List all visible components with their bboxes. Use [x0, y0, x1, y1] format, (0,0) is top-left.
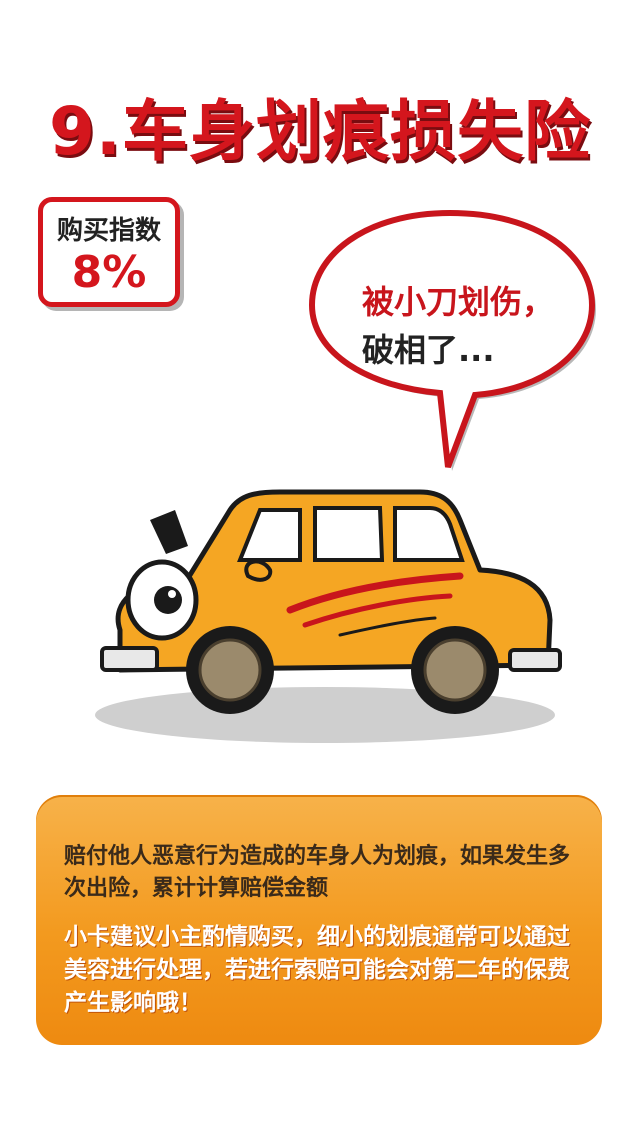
car-pupil — [154, 586, 182, 614]
car-window-middle — [313, 506, 385, 562]
car-hubcap-rear — [423, 638, 487, 702]
page-title: 9.车身划痕损失险 — [49, 93, 591, 170]
speech-bubble-text: 被小刀划伤， 破相了... — [362, 278, 592, 374]
car-eyebrow — [150, 510, 188, 554]
speech-bubble-shape — [308, 209, 596, 469]
scratched-car-illustration — [95, 489, 562, 743]
scratch-mark — [286, 572, 464, 614]
purchase-index-badge: 购买指数 8% — [38, 197, 180, 307]
purchase-index-label: 购买指数 — [56, 216, 161, 246]
insurance-info-card: 赔付他人恶意行为造成的车身人为划痕，如果发生多次出险，累计计算赔偿金额 小卡建议… — [36, 795, 602, 1045]
scratch-mark — [338, 616, 437, 637]
speech-bubble-line2: 破相了... — [362, 331, 495, 369]
scratch-mark — [302, 593, 453, 628]
purchase-index-value: 8% — [71, 247, 147, 298]
car-hubcap-front — [198, 638, 262, 702]
car-front-bumper — [100, 646, 159, 672]
car-mirror — [244, 559, 273, 582]
car-rear-bumper — [508, 648, 562, 672]
insurance-description: 赔付他人恶意行为造成的车身人为划痕，如果发生多次出险，累计计算赔偿金额 — [64, 844, 571, 901]
car-window-front — [237, 508, 302, 562]
car-window-rear — [393, 506, 465, 562]
purchase-tip: 小卡建议小主酌情购买，细小的划痕通常可以通过美容进行处理，若进行索赔可能会对第二… — [64, 924, 570, 1016]
car-pupil-highlight — [168, 590, 176, 598]
speech-bubble — [308, 209, 596, 471]
speech-bubble-line1: 被小刀划伤， — [362, 283, 555, 321]
